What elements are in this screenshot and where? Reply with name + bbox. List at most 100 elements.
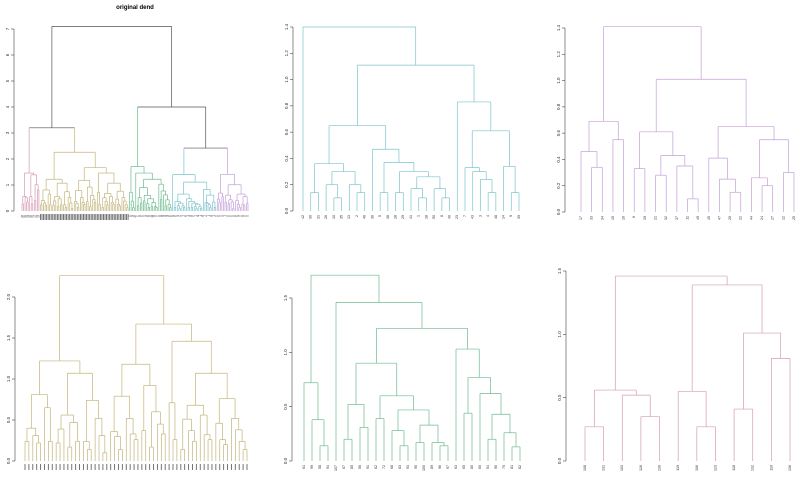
leaf-label: 110 xyxy=(769,465,773,471)
leaf-label: 1 xyxy=(195,215,197,216)
leaf-label: 36 xyxy=(186,215,188,217)
dendrogram-panel-5: 0.0 0.5 1.0 1.5 108 131 103 126 130 119 106 123 118 1… xyxy=(557,267,792,471)
y-tick-label: 0.8 xyxy=(284,102,289,109)
leaf-label: 39 xyxy=(517,215,521,219)
leaf-label: 17 xyxy=(579,216,583,220)
leaf-label: 32 xyxy=(229,215,231,217)
leaf-label: 38 xyxy=(189,215,191,217)
leaf-label: 3 xyxy=(207,215,209,216)
leaf-label: 24 xyxy=(243,215,245,217)
leaf-label: 108 xyxy=(21,215,23,218)
leaf-label: 2 xyxy=(183,215,185,216)
y-tick-label: 1.2 xyxy=(556,51,561,58)
y-tick-label: 1.4 xyxy=(556,24,561,31)
leaf-label: 80 xyxy=(470,465,474,469)
leaf-label: 23 xyxy=(203,215,205,217)
leaf-label: 58 xyxy=(132,215,134,217)
leaf-label: 136 xyxy=(38,215,40,218)
leaf-label: 37 xyxy=(231,215,233,217)
y-tick-label: 0.5 xyxy=(557,394,562,401)
leaf-label: 83 xyxy=(147,215,149,217)
leaf-label: 43 xyxy=(206,215,208,217)
leaf-label: 16 xyxy=(223,215,225,217)
leaf-label: 6 xyxy=(632,216,636,218)
y-tick-label: 1.0 xyxy=(556,77,561,84)
y-tick-label: 0.6 xyxy=(556,130,561,137)
leaf-label: 94 xyxy=(326,465,330,469)
leaf-label: 24 xyxy=(760,216,764,220)
y-tick-label: 1.5 xyxy=(283,294,288,301)
leaf-label: 46 xyxy=(363,215,367,219)
y-tick-label: 2 xyxy=(5,157,10,160)
leaf-label: 63 xyxy=(158,215,160,217)
leaf-label: 99 xyxy=(310,465,314,469)
leaf-label: 48 xyxy=(494,215,498,219)
leaf-label: 27 xyxy=(244,215,246,217)
leaf-label: 119 xyxy=(676,465,680,471)
leaf-label: 11 xyxy=(232,215,234,217)
leaf-label: 33 xyxy=(590,216,594,220)
leaf-label: 13 xyxy=(347,215,351,219)
leaf-label: 118 xyxy=(732,465,736,471)
leaf-label: 100 xyxy=(152,215,154,218)
leaf-label: 99 xyxy=(131,215,133,217)
y-tick-label: 1 xyxy=(5,183,10,186)
leaf-label: 38 xyxy=(386,215,390,219)
leaf-label: 68 xyxy=(146,215,148,217)
leaf-label: 12 xyxy=(781,216,785,220)
leaf-label: 7 xyxy=(463,215,467,217)
leaf-label: 62 xyxy=(143,215,145,217)
leaf-label: 130 xyxy=(28,215,30,218)
leaf-label: 20 xyxy=(728,216,732,220)
leaf-label: 34 xyxy=(600,216,604,220)
leaf-label: 17 xyxy=(217,215,219,217)
leaf-label: 32 xyxy=(664,216,668,220)
leaf-label: 103 xyxy=(620,465,624,471)
leaf-label: 11 xyxy=(685,216,689,220)
leaf-label: 18 xyxy=(424,215,428,219)
leaf-label: 131 xyxy=(23,215,25,218)
leaf-label: 39 xyxy=(215,215,217,217)
leaf-label: 13 xyxy=(181,215,183,217)
leaf-label: 93 xyxy=(406,465,410,469)
leaf-label: 6 xyxy=(224,215,226,216)
leaf-label: 107 xyxy=(135,215,137,218)
leaf-label: 60 xyxy=(163,215,165,217)
leaf-label: 136 xyxy=(788,465,792,471)
leaf-label: 30 xyxy=(174,215,176,217)
leaf-label: 26 xyxy=(177,215,179,217)
leaf-label: 31 xyxy=(316,215,320,219)
y-tick-label: 3 xyxy=(5,131,10,134)
leaf-label: 100 xyxy=(422,465,426,471)
leaf-label: 132 xyxy=(35,215,37,218)
leaf-label: 30 xyxy=(309,215,313,219)
y-tick-label: 0.4 xyxy=(556,156,561,163)
leaf-label: 50 xyxy=(432,215,436,219)
leaf-label: 95 xyxy=(151,215,153,217)
y-tick-label: 1.0 xyxy=(6,375,11,382)
y-tick-label: 0.5 xyxy=(6,416,11,423)
leaf-label: 15 xyxy=(611,216,615,220)
leaf-label: 83 xyxy=(398,465,402,469)
leaf-label: 61 xyxy=(302,465,306,469)
leaf-label: 28 xyxy=(191,215,193,217)
leaf-label: 82 xyxy=(171,215,173,217)
leaf-label: 50 xyxy=(198,215,200,217)
leaf-label: 19 xyxy=(643,216,647,220)
leaf-label: 14 xyxy=(502,215,506,219)
leaf-label: 118 xyxy=(34,215,36,218)
y-tick-label: 6 xyxy=(5,53,10,56)
leaf-label: 110 xyxy=(37,215,39,218)
leaf-label: 107 xyxy=(334,465,338,471)
y-tick-label: 1.0 xyxy=(283,349,288,356)
leaf-label: 132 xyxy=(751,465,755,471)
leaf-label: 90 xyxy=(494,465,498,469)
leaf-label: 130 xyxy=(657,465,661,471)
y-tick-label: 0.6 xyxy=(284,129,289,136)
leaf-label: 42 xyxy=(301,215,305,219)
leaf-label: 70 xyxy=(502,465,506,469)
leaf-label: 47 xyxy=(237,215,239,217)
leaf-label: 37 xyxy=(675,216,679,220)
leaf-label: 96 xyxy=(438,465,442,469)
